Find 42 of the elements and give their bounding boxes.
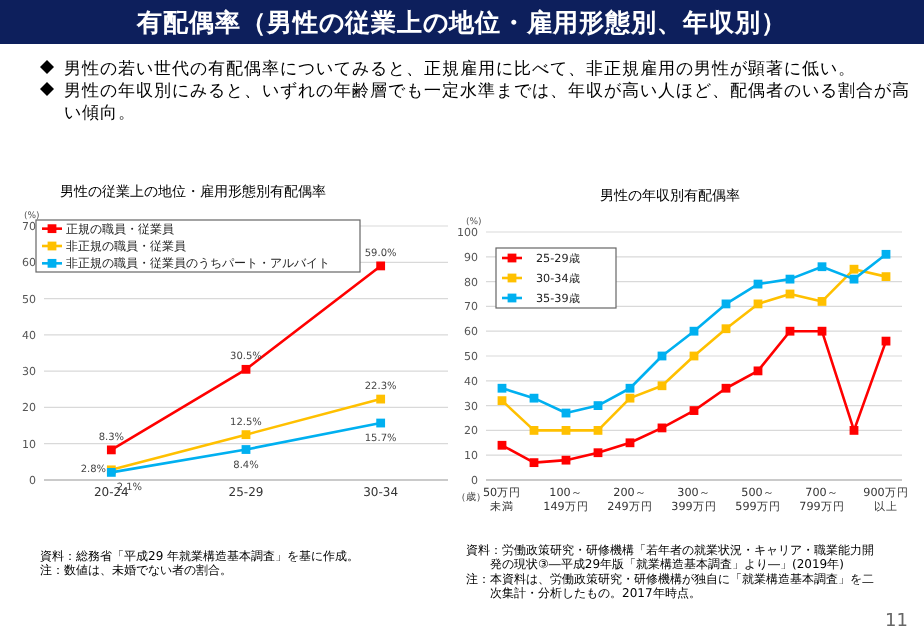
- point: [593, 401, 603, 410]
- point: [881, 336, 891, 346]
- point: [241, 364, 251, 374]
- text: 男性の年収別にみると、いずれの年齢層でも一定水準までは、年収が高い人ほど、配偶者のいる割合が高い傾向。: [64, 80, 910, 124]
- point: [721, 324, 731, 334]
- point: [529, 393, 539, 403]
- point: [529, 458, 539, 468]
- point: [881, 249, 891, 259]
- point: [106, 445, 116, 455]
- text: 有配偶率（男性の従業上の地位・雇用形態別、年収別）: [135, 7, 787, 37]
- point: [241, 445, 251, 454]
- point: [849, 264, 859, 274]
- point: [849, 274, 859, 284]
- point: [689, 406, 699, 415]
- point: [561, 426, 571, 435]
- text: 11: [885, 612, 908, 632]
- point: [376, 418, 386, 428]
- point: [625, 393, 635, 403]
- point: [785, 326, 795, 336]
- point: [657, 381, 667, 391]
- point: [376, 261, 386, 271]
- point: [721, 383, 731, 393]
- point: [529, 426, 539, 435]
- point: [497, 383, 507, 393]
- point: [881, 272, 891, 282]
- point: [593, 426, 603, 435]
- point: [561, 455, 571, 465]
- point: [593, 448, 603, 458]
- point: [625, 438, 635, 448]
- point: [497, 396, 507, 406]
- point: [817, 262, 827, 272]
- point: [817, 297, 827, 306]
- text: 男性の若い世代の有配偶率についてみると、正規雇用に比べて、非正規雇用の男性が顕著に低い。: [64, 58, 856, 80]
- point: [241, 430, 251, 440]
- point: [817, 326, 827, 336]
- point: [785, 274, 795, 284]
- point: [497, 440, 507, 450]
- point: [849, 426, 859, 435]
- point: [753, 366, 763, 376]
- point: [689, 326, 699, 336]
- point: [376, 394, 386, 404]
- point: [625, 383, 635, 393]
